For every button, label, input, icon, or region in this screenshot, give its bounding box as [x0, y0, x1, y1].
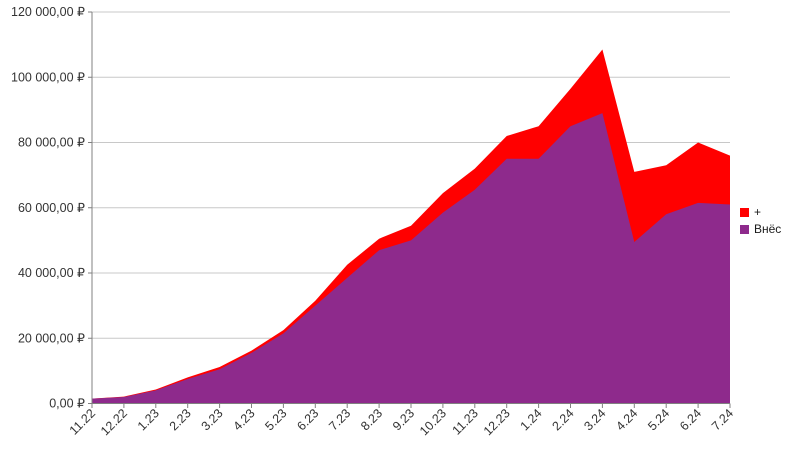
x-axis-label: 9.23 — [390, 406, 417, 433]
x-axis-label: 5.24 — [645, 406, 672, 433]
x-axis-label: 4.23 — [231, 406, 258, 433]
legend-label-vnes: Внёс — [754, 222, 782, 236]
y-axis-label: 0,00 ₽ — [49, 397, 85, 411]
x-axis-label: 8.23 — [358, 406, 385, 433]
y-axis-label: 100 000,00 ₽ — [11, 70, 85, 84]
legend-item-plus: + — [740, 205, 781, 219]
x-axis-label: 12.23 — [481, 406, 513, 438]
legend-label-plus: + — [754, 205, 762, 219]
x-axis-label: 3.23 — [199, 406, 226, 433]
x-axis-label: 2.23 — [167, 406, 194, 433]
legend-item-vnes: Внёс — [740, 222, 781, 236]
x-axis-label: 4.24 — [613, 406, 640, 433]
x-axis-label: 6.23 — [294, 406, 321, 433]
y-axis-label: 20 000,00 ₽ — [18, 331, 85, 345]
x-axis-label: 7.23 — [326, 406, 353, 433]
x-axis-label: 11.23 — [450, 406, 481, 437]
x-axis-label: 3.24 — [581, 406, 608, 433]
x-axis-label: 11.22 — [67, 406, 98, 437]
legend-swatch-vnes — [740, 224, 749, 234]
x-axis-label: 2.24 — [550, 406, 577, 433]
y-axis-label: 120 000,00 ₽ — [11, 5, 85, 19]
y-axis-label: 40 000,00 ₽ — [18, 266, 85, 280]
x-axis-label: 12.22 — [98, 406, 130, 438]
chart-legend: + Внёс — [740, 205, 781, 236]
x-axis-label: 1.23 — [135, 406, 162, 433]
x-axis-label: 6.24 — [677, 406, 704, 433]
area-series-vnes — [92, 113, 730, 404]
y-axis-label: 80 000,00 ₽ — [18, 136, 85, 150]
y-axis-label: 60 000,00 ₽ — [18, 201, 85, 215]
x-axis-label: 5.23 — [262, 406, 289, 433]
x-axis-label: 1.24 — [518, 406, 545, 433]
legend-swatch-plus — [740, 207, 749, 217]
x-axis-label: 10.23 — [417, 406, 449, 438]
x-axis-label: 7.24 — [709, 406, 736, 433]
